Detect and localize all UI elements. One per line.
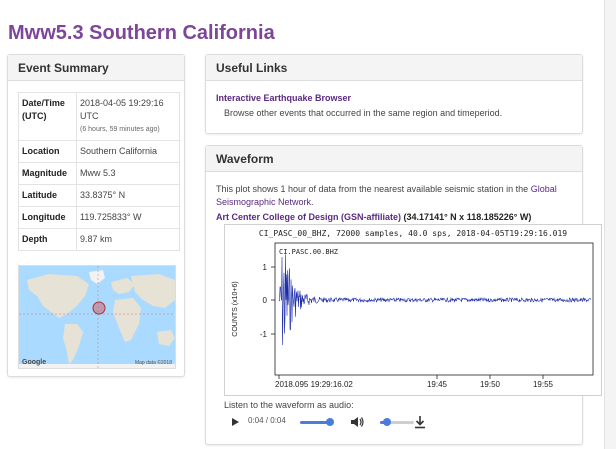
row-key: Latitude [18,184,77,207]
play-icon[interactable] [232,418,239,426]
world-map [19,266,175,368]
audio-time: 0:04 / 0:04 [248,416,286,425]
page-scrollbar[interactable] [604,0,616,449]
audio-label: Listen to the waveform as audio: [224,400,354,410]
event-marker-icon [92,301,106,315]
seismogram-svg: CI_PASC_00_BHZ, 72000 samples, 40.0 sps,… [232,229,594,389]
row-value: 119.725833° W [76,206,180,229]
download-icon[interactable] [414,415,426,429]
y-tick-label: 1 [263,263,268,272]
row-key: Date/Time (UTC) [18,92,77,141]
row-value: 2018-04-05 19:29:16 UTC (6 hours, 59 min… [76,92,180,141]
intro-end: . [311,197,314,207]
waveform-intro: This plot shows 1 hour of data from the … [216,183,571,209]
map-data-credit: Map data ©2018 [134,360,172,366]
seismogram-plot: CI_PASC_00_BHZ, 72000 samples, 40.0 sps,… [224,224,602,396]
event-location-map[interactable]: Google Map data ©2018 [18,265,176,369]
table-row: Date/Time (UTC) 2018-04-05 19:29:16 UTC … [18,92,180,141]
station-line: Art Center College of Design (GSN-affili… [216,212,531,222]
table-row: Magnitude Mww 5.3 [18,162,180,185]
row-value: 9.87 km [76,228,180,251]
row-value: Mww 5.3 [76,162,180,185]
row-value: 33.8375° N [76,184,180,207]
useful-links-heading: Useful Links [206,55,582,81]
gsn-link[interactable]: Global Seismographic Network [216,184,557,207]
table-row: Longitude 119.725833° W [18,206,180,229]
row-key: Magnitude [18,162,77,185]
waveform-trace [278,254,592,346]
station-link[interactable]: Art Center College of Design (GSN-affili… [216,212,402,222]
volume-handle[interactable] [383,418,391,426]
table-row: Location Southern California [18,140,180,163]
x-tick-label: 2018.095 19:29:16.02 [275,380,353,389]
row-key: Longitude [18,206,77,229]
earthquake-browser-link[interactable]: Interactive Earthquake Browser [216,93,352,103]
plot-frame [274,242,594,376]
audio-player: 0:04 / 0:04 [226,412,446,432]
seek-handle[interactable] [326,418,334,426]
y-tick-label: -1 [260,330,268,339]
x-tick-label: 19:55 [533,380,554,389]
plot-title: CI_PASC_00_BHZ, 72000 samples, 40.0 sps,… [259,229,567,238]
datetime-value: 2018-04-05 19:29:16 UTC [80,98,164,121]
google-logo: Google [22,359,47,366]
y-tick-label: 0 [263,296,268,305]
waveform-heading: Waveform [206,146,582,172]
row-value: Southern California [76,140,180,163]
intro-text: This plot shows 1 hour of data from the … [216,184,529,194]
event-summary-heading: Event Summary [8,55,184,81]
table-row: Depth 9.87 km [18,228,180,251]
row-key: Depth [18,228,77,251]
row-key: Location [18,140,77,163]
event-summary-table: Date/Time (UTC) 2018-04-05 19:29:16 UTC … [18,92,180,251]
earthquake-browser-description: Browse other events that occurred in the… [224,108,503,118]
volume-icon[interactable] [350,416,364,428]
x-tick-label: 19:50 [480,380,501,389]
time-ago-note: (6 hours, 59 minutes ago) [80,126,160,133]
table-row: Latitude 33.8375° N [18,184,180,207]
y-axis-label: COUNTS (x10+6) [232,281,239,336]
station-coords: (34.17141° N x 118.185226° W) [403,212,532,222]
x-tick-label: 19:45 [427,380,448,389]
volume-slider[interactable] [380,421,414,424]
trace-label: CI.PASC.00.BHZ [279,248,338,256]
event-summary-panel: Event Summary Date/Time (UTC) 2018-04-05… [7,54,185,377]
seek-bar[interactable] [300,421,330,424]
useful-links-panel: Useful Links Interactive Earthquake Brow… [205,54,583,134]
page-title: Mww5.3 Southern California [8,22,275,44]
